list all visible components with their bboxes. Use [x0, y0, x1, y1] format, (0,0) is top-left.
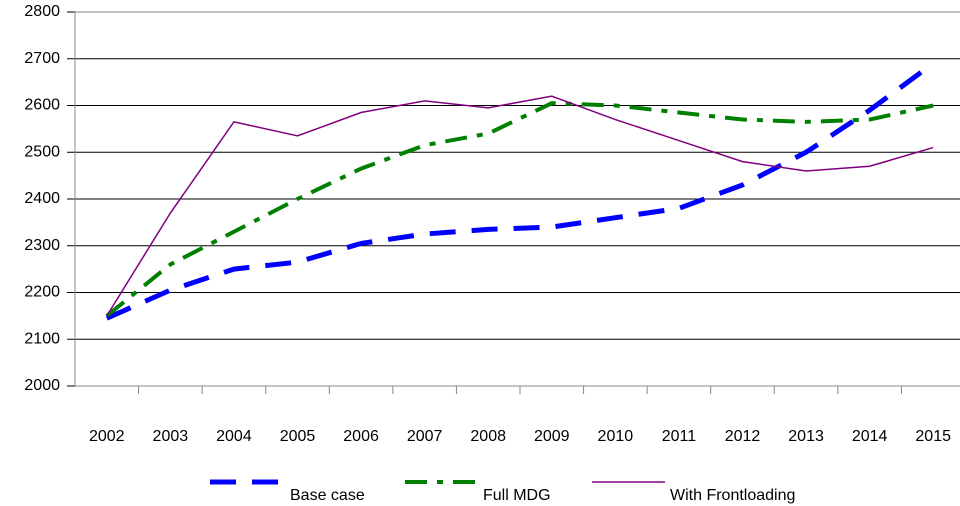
- y-tick-label: 2300: [24, 237, 60, 254]
- y-tick-label: 2400: [24, 190, 60, 207]
- x-tick-label: 2004: [216, 428, 252, 445]
- x-tick-label: 2002: [89, 428, 125, 445]
- series-line: [105, 61, 935, 321]
- x-tick-label: 2003: [153, 428, 189, 445]
- x-tick-label: 2014: [852, 428, 888, 445]
- x-tick-label: 2010: [598, 428, 634, 445]
- x-tick-label: 2009: [534, 428, 570, 445]
- series-line: [105, 101, 934, 318]
- x-tick-label: 2007: [407, 428, 443, 445]
- x-tick-label: 2011: [662, 428, 697, 445]
- x-tick-label: 2012: [725, 428, 761, 445]
- y-tick-label: 2800: [24, 3, 60, 20]
- x-tick-label: 2013: [788, 428, 824, 445]
- legend-label: Base case: [290, 487, 365, 504]
- y-tick-label: 2200: [24, 284, 60, 301]
- x-tick-label: 2008: [470, 428, 506, 445]
- legend-label: Full MDG: [483, 487, 551, 504]
- y-tick-label: 2600: [24, 97, 60, 114]
- legend-label: With Frontloading: [670, 487, 795, 504]
- x-tick-label: 2005: [280, 428, 316, 445]
- y-tick-label: 2100: [24, 330, 60, 347]
- x-tick-label: 2006: [343, 428, 379, 445]
- x-tick-label: 2015: [915, 428, 951, 445]
- y-tick-label: 2500: [24, 143, 60, 160]
- series-line: [106, 95, 934, 317]
- y-tick-label: 2700: [24, 50, 60, 67]
- y-tick-label: 2000: [24, 377, 60, 394]
